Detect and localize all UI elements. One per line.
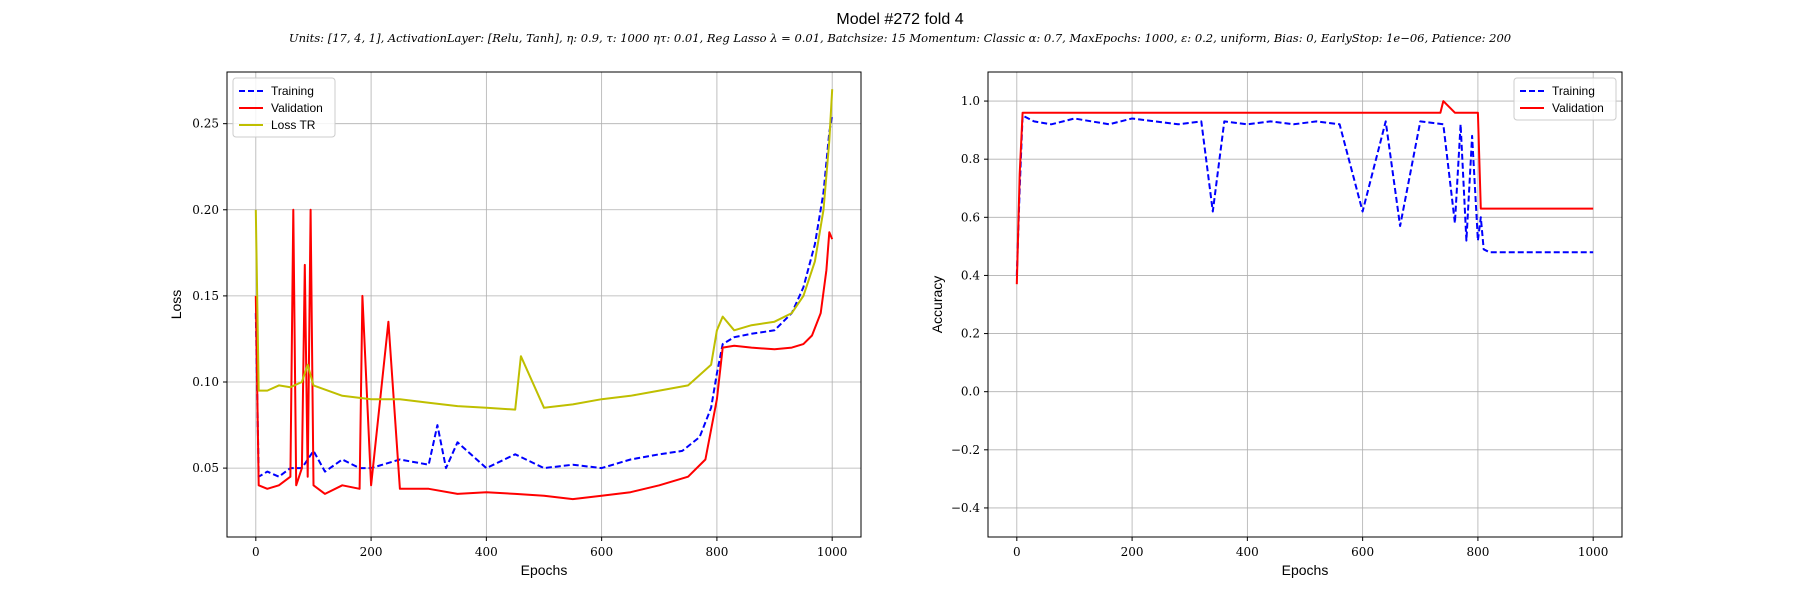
x-tick-label: 1000 [1578,545,1609,559]
y-tick-label: 0.6 [961,210,980,224]
y-tick-label: 0.10 [192,375,219,389]
series-line-loss-tr [254,89,834,411]
y-tick-label: 1.0 [961,94,980,108]
x-tick-label: 200 [360,545,383,559]
y-tick-label: 0.25 [192,117,219,131]
x-tick-label: 1000 [817,545,848,559]
y-tick-label: 0.8 [961,152,980,166]
y-tick-label: 0.15 [192,289,219,303]
accuracy-chart: 0 200 400 600 800 1000 −0.4 −0.2 0.0 0.2 0.4 0.6 0.8… [929,71,1623,578]
legend-label: Validation [1552,101,1604,115]
y-tick-label: 0.05 [192,461,219,475]
y-tick-label: 0.2 [961,327,980,341]
series-line-validation [1015,100,1594,285]
series-line-training [254,114,834,478]
legend-label: Training [271,84,314,98]
x-tick-label: 0 [1013,545,1021,559]
legend-box [232,77,336,138]
y-tick-label: 0.0 [961,385,980,399]
x-tick-label: 200 [1121,545,1144,559]
x-tick-label: 600 [1351,545,1374,559]
x-tick-label: 800 [705,545,728,559]
loss-chart: 0 200 400 600 800 1000 0.05 0.10 0.15 0.20 0.25 Epo… [168,71,862,578]
y-tick-label: −0.2 [951,443,980,457]
y-tick-label: 0.4 [961,268,980,282]
x-tick-label: 800 [1466,545,1489,559]
axes-frame [987,71,1623,538]
series-line-training [1015,114,1594,276]
series-line-validation [254,208,834,501]
figure-subtitle: Units: [17, 4, 1], ActivationLayer: [Rel… [289,31,1511,45]
y-tick-label: −0.4 [951,501,981,515]
y-axis-label: Accuracy [929,276,945,334]
x-tick-label: 400 [1236,545,1259,559]
x-tick-label: 0 [252,545,260,559]
x-axis-label: Epochs [1282,562,1329,578]
x-tick-label: 600 [590,545,613,559]
axes-frame [226,71,862,538]
figure-title: Model #272 fold 4 [836,11,963,28]
legend-label: Loss TR [271,118,316,132]
legend-label: Validation [271,101,323,115]
x-axis-label: Epochs [521,562,568,578]
legend-box [1513,77,1617,121]
x-tick-label: 400 [475,545,498,559]
legend-label: Training [1552,84,1595,98]
y-tick-label: 0.20 [192,203,219,217]
y-axis-label: Loss [168,290,184,320]
